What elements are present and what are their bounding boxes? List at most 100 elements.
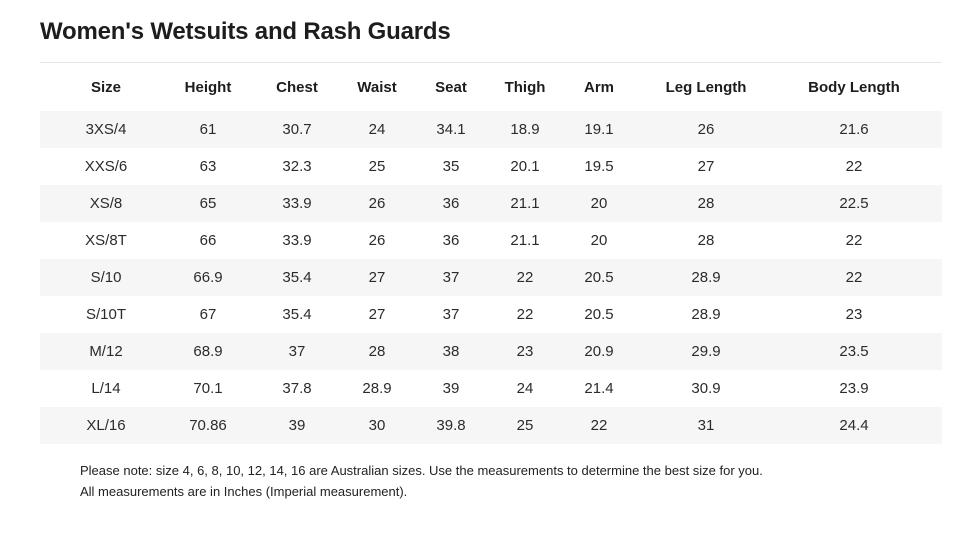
measurement-cell: 24 (516, 380, 534, 397)
measurement-cell: 22 (845, 269, 863, 286)
measurement-cell: 18.9 (510, 121, 540, 138)
table-row: 3XS/4 61 30.7 24 34.1 18.9 19.1 26 21.6 (40, 111, 942, 148)
measurement-cell: 21.4 (584, 380, 614, 397)
measurement-cell: 21.6 (839, 121, 869, 138)
measurement-cell: 28.9 (691, 269, 721, 286)
table-row: XS/8T 66 33.9 26 36 21.1 20 28 22 (40, 222, 942, 259)
measurement-cell: 20.5 (584, 306, 614, 323)
measurement-cell: 67 (199, 306, 217, 323)
table-row: L/14 70.1 37.8 28.9 39 24 21.4 30.9 23.9 (40, 370, 942, 407)
column-header: Waist (357, 78, 397, 96)
measurement-cell: 26 (368, 232, 386, 249)
size-table: Size Height Chest Waist Seat Thigh Arm Leg Leng… (40, 62, 942, 444)
measurement-cell: 23.9 (839, 380, 869, 397)
measurement-cell: 21.1 (510, 232, 540, 249)
measurement-cell: 23 (845, 306, 863, 323)
measurement-cell: 22 (516, 269, 534, 286)
measurement-cell: 34.1 (436, 121, 466, 138)
measurement-cell: 37 (442, 269, 460, 286)
measurement-cell: 26 (697, 121, 715, 138)
measurement-cell: 32.3 (282, 158, 312, 175)
measurement-cell: 31 (697, 417, 715, 434)
measurement-cell: 28 (697, 232, 715, 249)
measurement-cell: 27 (697, 158, 715, 175)
measurement-cell: 20.5 (584, 269, 614, 286)
measurement-cell: 35.4 (282, 269, 312, 286)
table-row: XL/16 70.86 39 30 39.8 25 22 31 24.4 (40, 407, 942, 444)
measurement-cell: 37 (288, 343, 306, 360)
size-table-body: 3XS/4 61 30.7 24 34.1 18.9 19.1 26 21.6 XXS/6 63 32… (40, 111, 942, 444)
measurement-cell: 30 (368, 417, 386, 434)
table-row: M/12 68.9 37 28 38 23 20.9 29.9 23.5 (40, 333, 942, 370)
column-header: Arm (583, 78, 614, 96)
measurement-cell: 66.9 (193, 269, 223, 286)
column-header: Height (184, 78, 232, 96)
measurement-cell: 20.1 (510, 158, 540, 175)
column-header: Size (90, 78, 121, 96)
footnotes: Please note: size 4, 6, 8, 10, 12, 14, 1… (80, 460, 942, 502)
measurement-cell: 29.9 (691, 343, 721, 360)
measurement-cell: 20 (590, 195, 608, 212)
measurement-cell: 36 (442, 195, 460, 212)
measurement-cell: 39 (288, 417, 306, 434)
measurement-cell: 25 (368, 158, 386, 175)
measurement-cell: 68.9 (193, 343, 223, 360)
measurement-cell: 63 (199, 158, 217, 175)
column-header: Seat (435, 78, 467, 96)
table-row: S/10T 67 35.4 27 37 22 20.5 28.9 23 (40, 296, 942, 333)
table-row: S/10 66.9 35.4 27 37 22 20.5 28.9 22 (40, 259, 942, 296)
measurement-cell: 28.9 (691, 306, 721, 323)
measurement-cell: 23 (516, 343, 534, 360)
measurement-cell: 66 (199, 232, 217, 249)
measurement-cell: 19.5 (584, 158, 614, 175)
measurement-cell: 20 (590, 232, 608, 249)
measurement-cell: 28.9 (362, 380, 392, 397)
size-table-head: Size Height Chest Waist Seat Thigh Arm Leg Leng… (40, 63, 942, 112)
measurement-cell: 30.7 (282, 121, 312, 138)
measurement-cell: 30.9 (691, 380, 721, 397)
measurement-cell: 61 (199, 121, 217, 138)
size-cell: L/14 (91, 380, 121, 397)
measurement-cell: 39 (442, 380, 460, 397)
measurement-cell: 26 (368, 195, 386, 212)
size-cell: XL/16 (86, 417, 126, 434)
size-cell: S/10 (90, 269, 122, 286)
size-cell: S/10T (85, 306, 127, 323)
measurement-cell: 65 (199, 195, 217, 212)
size-cell: XS/8T (85, 232, 127, 249)
note-line-australian-sizes: Please note: size 4, 6, 8, 10, 12, 14, 1… (80, 463, 763, 478)
measurement-cell: 20.9 (584, 343, 614, 360)
size-cell: 3XS/4 (85, 121, 127, 138)
column-header: Thigh (504, 78, 546, 96)
measurement-cell: 21.1 (510, 195, 540, 212)
measurement-cell: 33.9 (282, 195, 312, 212)
measurement-cell: 37.8 (282, 380, 312, 397)
measurement-cell: 38 (442, 343, 460, 360)
measurement-cell: 70.1 (193, 380, 223, 397)
measurement-cell: 22 (845, 158, 863, 175)
measurement-cell: 28 (368, 343, 386, 360)
measurement-cell: 27 (368, 306, 386, 323)
measurement-cell: 36 (442, 232, 460, 249)
size-cell: XS/8 (89, 195, 123, 212)
measurement-cell: 24 (368, 121, 386, 138)
page-title: Women's Wetsuits and Rash Guards (40, 18, 451, 45)
note-line-imperial-units: All measurements are in Inches (Imperial… (80, 484, 408, 499)
column-header: Leg Length (665, 78, 747, 96)
measurement-cell: 22.5 (839, 195, 869, 212)
column-header: Chest (276, 78, 318, 96)
measurement-cell: 23.5 (839, 343, 869, 360)
measurement-cell: 35 (442, 158, 460, 175)
measurement-cell: 22 (845, 232, 863, 249)
measurement-cell: 22 (516, 306, 534, 323)
measurement-cell: 28 (697, 195, 715, 212)
measurement-cell: 19.1 (584, 121, 614, 138)
size-cell: M/12 (89, 343, 123, 360)
measurement-cell: 27 (368, 269, 386, 286)
size-cell: XXS/6 (84, 158, 128, 175)
measurement-cell: 24.4 (839, 417, 869, 434)
measurement-cell: 22 (590, 417, 608, 434)
measurement-cell: 25 (516, 417, 534, 434)
measurement-cell: 70.86 (189, 417, 227, 434)
